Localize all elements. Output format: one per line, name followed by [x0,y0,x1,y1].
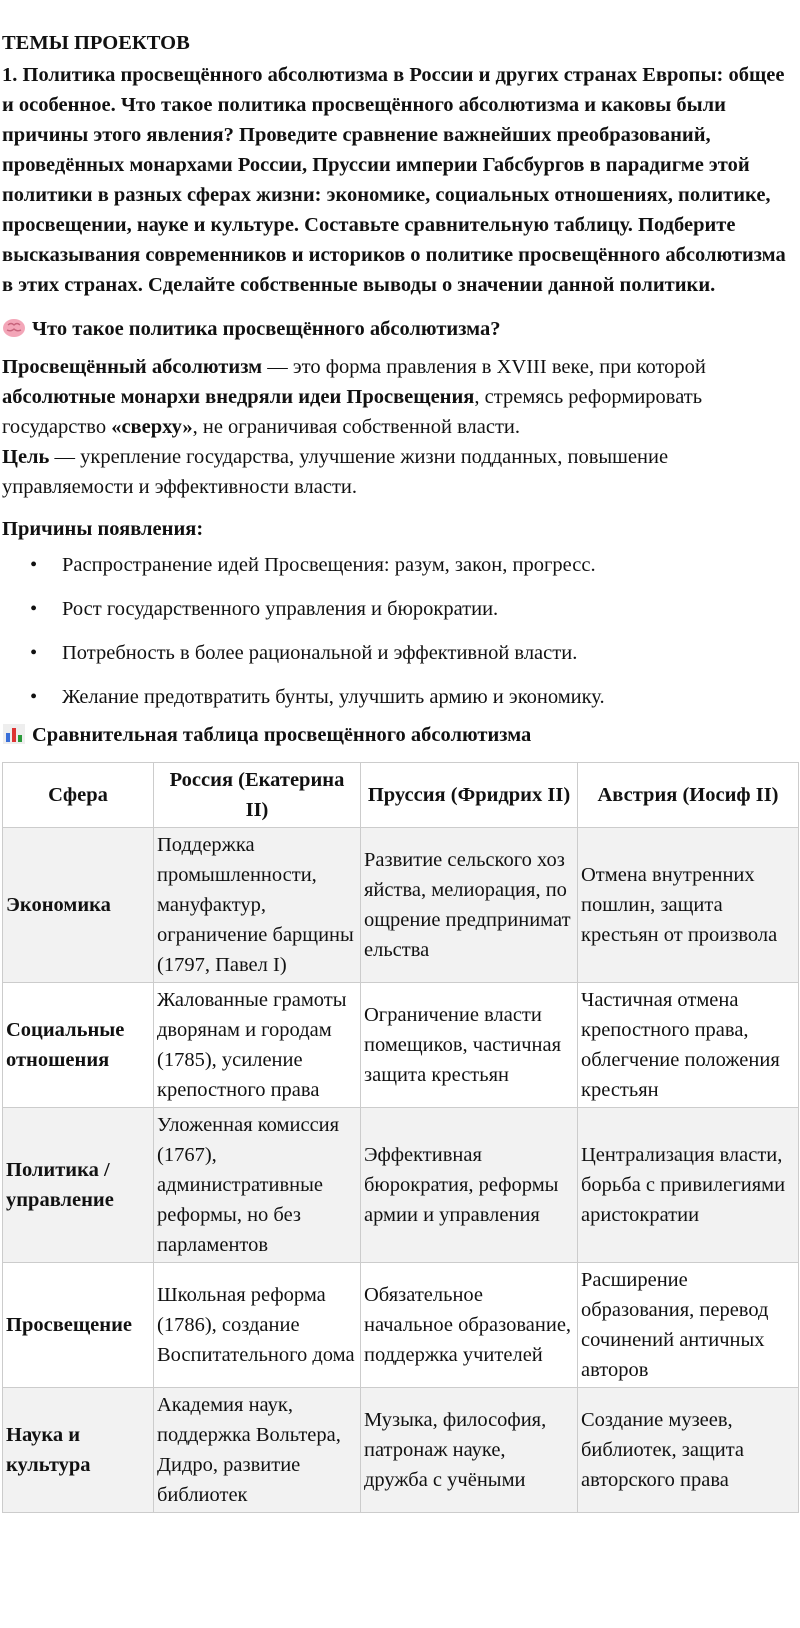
cell: Политика / управление [2,1107,154,1263]
text: — укрепление государства, улучшение жизн… [2,446,669,498]
cell: Создание музеев, библиотек, защита автор… [577,1387,799,1513]
cell: Музыка, философия, патронаж науке, дружб… [360,1387,578,1513]
table-row: Социальные отношения Жалованные грамоты д… [2,982,799,1108]
cell: Наука и культура [2,1387,154,1513]
text: , стремясь реформировать государство [2,386,703,438]
cell: Жалованные грамоты дворянам и городам (1… [153,982,361,1108]
table-row: Просвещение Школьная реформа (1786), созд… [2,1262,799,1388]
cell: Эффективная бюрократия, реформы армии и … [360,1107,578,1263]
list-item: Рост государственного управления и бюрок… [30,594,798,624]
table-row: Экономика Поддержка промышленности, мануф… [2,827,799,983]
header-cell: Сфера [2,762,154,828]
goal-paragraph: Цель — укрепление государства, улучшение… [2,442,798,502]
definition-paragraph: Просвещённый абсолютизм — это форма прав… [2,352,798,442]
cell: Ограничение власти помещиков, частичная … [360,982,578,1108]
table-row: Политика / управление Уложенная комиссия … [2,1107,799,1263]
section-heading-table: Сравнительная таблица просвещённого абсо… [2,720,798,750]
term: Цель [2,446,50,468]
bold-text: абсолютные монархи внедряли идеи Просвещ… [2,386,475,408]
header-cell: Пруссия (Фридрих II) [360,762,578,828]
section-heading-definition: Что такое политика просвещённого абсолют… [2,314,798,344]
cell: Школьная реформа (1786), создание Воспит… [153,1262,361,1388]
cell: Академия наук, поддержка Вольтера, Дидро… [153,1387,361,1513]
cell: Просвещение [2,1262,154,1388]
cell: Поддержка промышленности, мануфактур, ог… [153,827,361,983]
reasons-list: Распространение идей Просвещения: разум,… [2,550,798,712]
cell: Экономика [2,827,154,983]
brain-icon [2,317,26,339]
cell: Отмена внутренних пошлин, защита крестья… [577,827,799,983]
list-item: Потребность в более рациональной и эффек… [30,638,798,668]
bold-text: «сверху» [111,416,193,438]
section-heading-text: Что такое политика просвещённого абсолют… [32,318,501,340]
document: ТЕМЫ ПРОЕКТОВ 1. Политика просвещённого … [0,0,800,1513]
table-row: Наука и культура Академия наук, поддержка… [2,1387,799,1513]
comparison-table: Сфера Россия (Екатерина II) Пруссия (Фри… [2,762,799,1513]
cell: Частичная отмена крепостного права, обле… [577,982,799,1108]
header-cell: Россия (Екатерина II) [153,762,361,828]
text: — это форма правления в XVIII веке, при … [262,356,706,378]
list-item: Желание предотвратить бунты, улучшить ар… [30,682,798,712]
page-title: ТЕМЫ ПРОЕКТОВ [2,32,190,54]
cell: Обязательное начальное образование, подд… [360,1262,578,1388]
cell: Развитие сельского хозяйства, мелиорация… [360,827,578,983]
cell: Уложенная комиссия (1767), административ… [153,1107,361,1263]
text: , не ограничивая собственной власти. [192,416,521,438]
list-item: Распространение идей Просвещения: разум,… [30,550,798,580]
term: Просвещённый абсолютизм [2,356,263,378]
cell: Централизация власти, борьба с привилеги… [577,1107,799,1263]
section-heading-text: Сравнительная таблица просвещённого абсо… [32,724,532,746]
task-text: 1. Политика просвещённого абсолютизма в … [2,64,786,296]
bar-chart-icon [2,723,26,745]
cell: Расширение образования, перевод сочинени… [577,1262,799,1388]
header-cell: Австрия (Иосиф II) [577,762,799,828]
reasons-heading: Причины появления: [2,518,204,540]
cell: Социальные отношения [2,982,154,1108]
table-header-row: Сфера Россия (Екатерина II) Пруссия (Фри… [2,762,799,828]
